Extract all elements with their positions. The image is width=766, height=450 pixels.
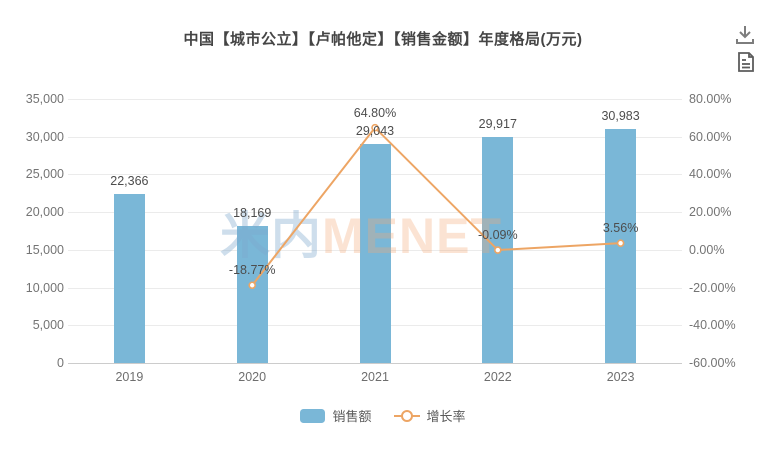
y-axis-right-tick: 60.00% <box>689 129 732 144</box>
y-axis-right-tick: 80.00% <box>689 92 732 106</box>
y-axis-left-tick: 35,000 <box>25 92 64 106</box>
y-axis-left-tick: 20,000 <box>25 205 64 220</box>
x-axis-tick-2019: 2019 <box>115 370 144 384</box>
growth-value-label: 3.56% <box>602 221 639 236</box>
gridline <box>68 363 682 364</box>
sales-value-label: 29,043 <box>355 123 395 138</box>
y-axis-left-tick: 10,000 <box>25 280 64 295</box>
x-axis-tick-2023: 2023 <box>606 370 635 384</box>
y-axis-right-tick: 40.00% <box>689 167 732 182</box>
y-axis-left-tick: 5,000 <box>32 318 64 333</box>
y-axis-left-tick: 30,000 <box>25 129 64 144</box>
legend-item-growth[interactable]: 增长率 <box>393 406 466 425</box>
x-axis-tick-2021: 2021 <box>361 370 389 384</box>
y-axis-left-tick: 25,000 <box>25 167 64 182</box>
x-axis-tick-2020: 2020 <box>238 370 267 384</box>
legend-item-sales[interactable]: 销售额 <box>300 406 372 425</box>
y-axis-right-tick: -40.00% <box>689 318 736 333</box>
growth-value-label: -18.77% <box>228 263 276 278</box>
y-axis-right-tick: -20.00% <box>689 280 736 295</box>
chart-title: 中国【城市公立】【卢帕他定】【销售金额】年度格局(万元) <box>183 31 583 48</box>
chart-legend: 销售额 增长率 <box>0 406 766 425</box>
growth-value-label: -0.09% <box>477 228 518 243</box>
y-axis-right-tick: 20.00% <box>689 205 732 220</box>
y-axis-left-tick: 15,000 <box>25 242 64 257</box>
sales-value-label: 18,169 <box>233 205 272 220</box>
sales-legend-swatch <box>300 408 326 423</box>
x-axis-tick-2022: 2022 <box>483 370 512 384</box>
sales-value-label: 29,917 <box>478 117 517 132</box>
growth-legend-label: 增长率 <box>426 409 466 424</box>
sales-bar-2019[interactable] <box>113 194 145 363</box>
report-document-icon[interactable] <box>736 51 756 78</box>
y-axis-right-tick: 0.00% <box>689 242 725 257</box>
sales-value-label: 30,983 <box>601 109 640 124</box>
growth-legend-swatch <box>393 409 420 423</box>
growth-value-label: 64.80% <box>353 105 397 120</box>
sales-legend-label: 销售额 <box>332 409 372 424</box>
y-axis-left-tick: 0 <box>57 356 64 370</box>
sales-value-label: 22,366 <box>110 174 149 189</box>
download-icon[interactable] <box>733 24 757 51</box>
gridline <box>68 99 682 100</box>
y-axis-right-tick: -60.00% <box>689 356 736 370</box>
